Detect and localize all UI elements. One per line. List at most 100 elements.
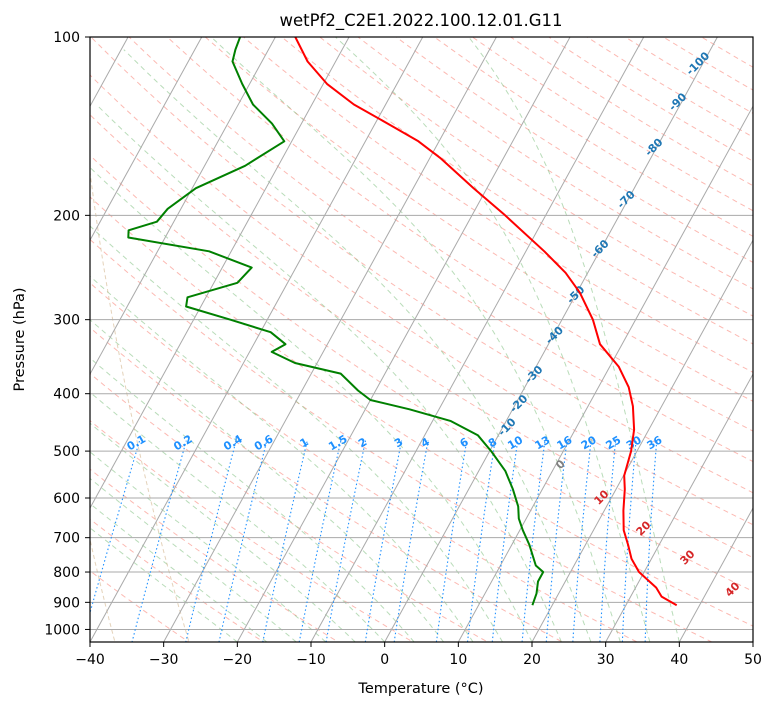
isotherm-label: -80	[642, 135, 665, 158]
x-tick-label: 50	[744, 652, 762, 668]
hot-isotherm-label: 30	[678, 547, 698, 567]
dry-adiabat	[90, 327, 564, 642]
mixing-ratio-line	[599, 440, 617, 642]
isotherm-label: -30	[522, 363, 545, 386]
dry-adiabat	[128, 37, 753, 463]
dry-adiabat	[90, 518, 265, 642]
moist-adiabat	[90, 527, 238, 642]
mixing-ratio-line	[491, 440, 519, 642]
mixing-ratio-label: 0.6	[252, 432, 276, 453]
isotherm	[457, 105, 753, 642]
mixing-ratio-label: 6	[458, 435, 471, 450]
dry-adiabat	[319, 37, 753, 317]
mixing-ratio-label: 25	[603, 433, 623, 452]
mixing-ratio-line	[521, 440, 546, 642]
y-tick-label: 600	[53, 491, 80, 507]
hot-isotherm-label: 10	[592, 487, 612, 507]
isotherm	[678, 507, 753, 642]
isotherm	[752, 640, 753, 642]
mixing-ratio-label: 36	[645, 433, 665, 452]
x-tick-label: 20	[523, 652, 541, 668]
mixing-ratio-label: 20	[579, 433, 599, 452]
y-tick-label: 900	[53, 595, 80, 611]
moist-adiabat	[90, 225, 503, 642]
isotherm	[90, 37, 276, 376]
mixing-ratio-label: 1.5	[326, 432, 349, 453]
x-tick-label: −10	[296, 652, 326, 668]
x-tick-label: 30	[597, 652, 615, 668]
axis-ticks: −40 −30 −20 −10 0 10 20 30 40 5010020030040050060…	[44, 30, 762, 668]
dry-adiabat	[90, 282, 639, 642]
mixing-ratio-line	[131, 440, 187, 642]
profile-lines	[127, 37, 678, 607]
mixing-ratio-label: 3	[392, 435, 405, 450]
x-tick-label: −40	[75, 652, 105, 668]
moist-adiabat	[90, 477, 297, 642]
moist-adiabat	[90, 357, 415, 642]
isotherm	[531, 239, 753, 642]
mixing-ratio-line	[393, 440, 429, 642]
mixing-ratio-line	[572, 440, 592, 642]
isotherm	[90, 37, 350, 510]
mixing-ratio-label: 1	[298, 435, 311, 450]
isotherm-label: -60	[588, 237, 611, 260]
dry-adiabat	[701, 37, 753, 68]
isotherm	[90, 37, 203, 242]
dry-adiabat	[90, 238, 713, 642]
dry-adiabat	[90, 420, 414, 642]
moist-adiabat	[90, 166, 533, 642]
plot-frame	[89, 36, 754, 643]
mixing-ratio-label: 13	[533, 433, 553, 452]
x-tick-label: −20	[223, 652, 253, 668]
mixing-ratio-line	[644, 440, 658, 642]
isotherm	[0, 10, 69, 654]
dry-adiabat	[90, 372, 489, 642]
y-tick-label: 800	[53, 565, 80, 581]
y-tick-label: 1000	[44, 622, 80, 638]
x-tick-label: 40	[670, 652, 688, 668]
isotherm	[163, 37, 497, 642]
moist-adiabat	[90, 503, 268, 642]
moist-adiabat	[90, 391, 386, 642]
dewpoint-line	[127, 37, 545, 606]
moist-adiabat	[468, 37, 680, 642]
x-tick-label: 10	[449, 652, 467, 668]
moist-adiabat	[90, 319, 444, 642]
y-tick-label: 500	[53, 444, 80, 460]
mixing-ratio-label: 4	[419, 435, 432, 450]
mixing-ratio-label: 0.4	[221, 432, 245, 453]
moist-adiabat	[90, 451, 327, 642]
moist-adiabat	[123, 49, 592, 642]
y-tick-label: 100	[53, 30, 80, 46]
isotherm-label: -70	[615, 188, 638, 211]
mixing-ratio-label: 10	[505, 433, 525, 452]
dry-adiabat	[548, 37, 753, 162]
mixing-ratio-line	[90, 440, 141, 615]
moist-adiabat	[95, 104, 562, 642]
moist-adiabat	[90, 275, 474, 642]
dry-adiabat	[90, 196, 753, 627]
dry-adiabat	[90, 114, 753, 559]
x-tick-label: −30	[149, 652, 179, 668]
isotherm	[90, 37, 424, 642]
mixing-ratio-label: 0.2	[171, 432, 194, 453]
y-tick-label: 400	[53, 387, 80, 403]
isotherm	[310, 37, 645, 642]
y-tick-label: 700	[53, 531, 80, 547]
dry-adiabat	[357, 37, 753, 290]
hot-isotherm-label: 40	[723, 579, 743, 599]
mixing-ratio-line	[218, 440, 268, 642]
dry-adiabat	[166, 37, 753, 432]
isotherm	[384, 37, 718, 642]
saturation-line	[90, 537, 116, 642]
isotherm	[605, 373, 753, 642]
moist-adiabat	[90, 422, 356, 642]
x-tick-label: 0	[380, 652, 389, 668]
mixing-ratio-label: 2	[356, 435, 369, 450]
dry-adiabat	[90, 37, 753, 494]
moist-adiabat	[210, 37, 621, 642]
mixing-ratio-line	[545, 440, 568, 642]
moist-adiabat	[335, 37, 651, 642]
y-axis-title: Pressure (hPa)	[12, 287, 28, 391]
